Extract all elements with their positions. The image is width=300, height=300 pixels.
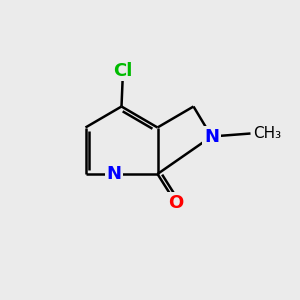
Text: Cl: Cl: [113, 61, 133, 80]
Text: CH₃: CH₃: [254, 126, 282, 141]
Text: N: N: [204, 128, 219, 146]
Text: O: O: [168, 194, 183, 211]
Text: N: N: [106, 165, 122, 183]
